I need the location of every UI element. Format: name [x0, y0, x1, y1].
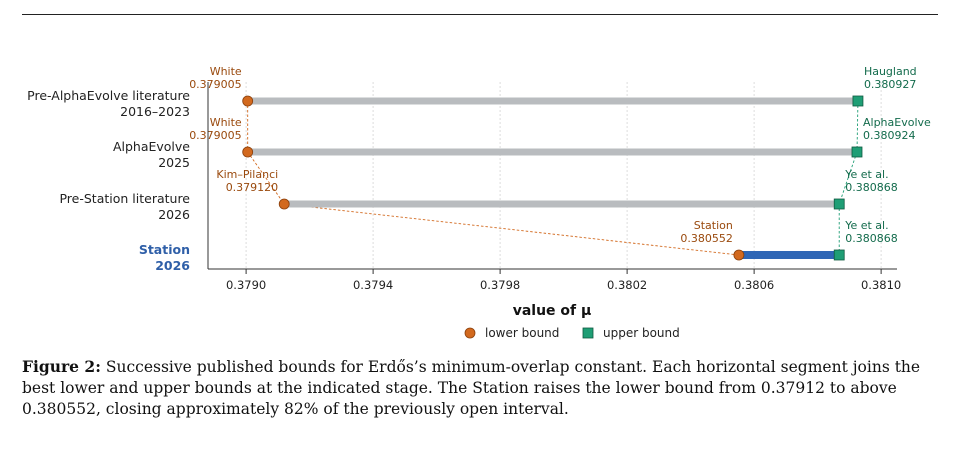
caption-label: Figure 2: [22, 357, 101, 376]
category-label-line1: AlphaEvolve [113, 139, 190, 154]
lower-bound-marker [733, 249, 745, 261]
caption-text: Successive published bounds for Erdős’s … [22, 358, 921, 418]
category-label-line1: Pre-AlphaEvolve literature [27, 88, 190, 103]
x-tick-label: 0.3794 [353, 278, 393, 292]
lower-bound-value: 0.379005 [189, 129, 242, 142]
upper-bound-marker [852, 95, 864, 107]
upper-bound-marker [833, 198, 845, 210]
lower-bound-marker [242, 146, 254, 158]
upper-bound-name: AlphaEvolve [863, 116, 931, 129]
upper-connector [856, 100, 859, 153]
lower-bound-value: 0.379120 [226, 181, 279, 194]
upper-bound-value: 0.380924 [863, 129, 916, 142]
x-axis-label: value of μ [513, 303, 592, 319]
upper-bound-name: Ye et al. [844, 219, 888, 232]
marker-layer [242, 95, 864, 261]
upper-bound-marker [851, 146, 863, 158]
legend-label: upper bound [603, 326, 680, 340]
lower-connector [247, 151, 285, 205]
upper-bound-value: 0.380868 [845, 181, 898, 194]
upper-bound-value: 0.380927 [864, 78, 917, 91]
lower-bound-marker [278, 198, 290, 210]
x-tick-label: 0.3798 [480, 278, 520, 292]
upper-connector [838, 151, 858, 205]
lower-bound-name: White [210, 65, 242, 78]
lower-bound-marker [242, 95, 254, 107]
segment-layer [247, 97, 858, 259]
lower-bound-value: 0.380552 [680, 232, 733, 245]
figure-caption: Figure 2: Successive published bounds fo… [22, 356, 940, 420]
x-tick-label: 0.3790 [226, 278, 266, 292]
x-tick-label: 0.3802 [607, 278, 647, 292]
x-tick-label: 0.3810 [861, 278, 901, 292]
category-label-line2: 2026 [155, 258, 190, 273]
category-label-line1: Pre-Station literature [59, 191, 190, 206]
x-axis: 0.3790 0.3794 0.3798 0.3802 0.3806 0.3810 [207, 82, 901, 292]
legend-upper-marker [582, 327, 594, 339]
upper-bound-value: 0.380868 [845, 232, 898, 245]
top-rule [22, 14, 938, 15]
upper-bound-name: Haugland [864, 65, 917, 78]
lower-bound-name: Station [694, 219, 733, 232]
category-label-line1: Station [139, 242, 190, 257]
lower-bound-name: White [210, 116, 242, 129]
legend-lower-marker [464, 327, 476, 339]
category-label-line2: 2026 [158, 207, 190, 222]
x-tick-label: 0.3806 [734, 278, 774, 292]
connector-layer [247, 100, 859, 256]
upper-bound-name: Ye et al. [844, 168, 888, 181]
upper-bound-marker [833, 249, 845, 261]
category-label-line2: 2025 [158, 155, 190, 170]
legend: lower bound upper bound [464, 326, 680, 340]
grid-layer [245, 82, 882, 269]
lower-connector [284, 203, 739, 256]
lower-bound-name: Kim–Pilanci [216, 168, 278, 181]
category-label-line2: 2016–2023 [120, 104, 190, 119]
legend-label: lower bound [485, 326, 559, 340]
lower-bound-value: 0.379005 [189, 78, 242, 91]
